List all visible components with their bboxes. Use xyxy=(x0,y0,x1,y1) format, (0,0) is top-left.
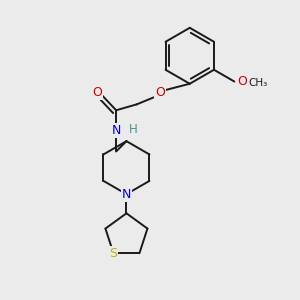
Text: N: N xyxy=(112,124,121,137)
Text: O: O xyxy=(237,75,247,88)
Text: N: N xyxy=(122,188,131,201)
Text: O: O xyxy=(155,86,165,99)
Text: H: H xyxy=(129,124,138,136)
Text: O: O xyxy=(92,86,102,99)
Text: S: S xyxy=(110,247,118,260)
Text: CH₃: CH₃ xyxy=(248,78,268,88)
